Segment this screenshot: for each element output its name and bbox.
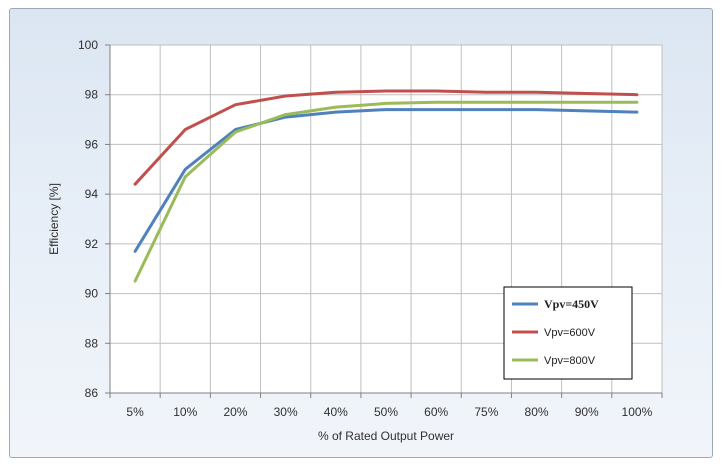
x-tick-label: 10% bbox=[173, 405, 197, 419]
y-tick-label: 92 bbox=[85, 237, 99, 251]
y-tick-label: 90 bbox=[85, 287, 99, 301]
x-tick-label: 20% bbox=[223, 405, 247, 419]
legend-label: Vpv=450V bbox=[544, 297, 599, 311]
y-axis-title: Efficiency [%] bbox=[47, 183, 61, 255]
x-tick-label: 40% bbox=[324, 405, 348, 419]
y-tick-labels: 86 88 90 92 94 96 98 100 bbox=[78, 38, 98, 400]
x-tick-label: 50% bbox=[374, 405, 398, 419]
x-tick-labels: 5% 10% 20% 30% 40% 50% 60% 75% 80% 90% 100% bbox=[126, 405, 652, 419]
y-tick-label: 100 bbox=[78, 38, 98, 52]
axes bbox=[105, 44, 663, 398]
legend-label: Vpv=800V bbox=[544, 355, 596, 367]
series-line-1 bbox=[133, 108, 639, 253]
y-tick-label: 96 bbox=[85, 137, 99, 151]
x-tick-label: 30% bbox=[274, 405, 298, 419]
y-tick-label: 88 bbox=[85, 336, 99, 350]
series-line-2 bbox=[133, 89, 639, 186]
x-tick-label: 80% bbox=[525, 405, 549, 419]
x-tick-label: 90% bbox=[575, 405, 599, 419]
x-tick-label: 100% bbox=[622, 405, 653, 419]
x-axis-title: % of Rated Output Power bbox=[318, 429, 454, 443]
y-tick-label: 86 bbox=[85, 386, 99, 400]
x-tick-label: 75% bbox=[474, 405, 498, 419]
legend-label: Vpv=600V bbox=[544, 327, 596, 339]
series-line-3 bbox=[133, 100, 639, 283]
x-tick-label: 5% bbox=[126, 405, 144, 419]
x-tick-label: 60% bbox=[424, 405, 448, 419]
y-tick-label: 94 bbox=[85, 187, 99, 201]
legend: Vpv=450V Vpv=600V Vpv=800V bbox=[503, 286, 633, 380]
y-tick-label: 98 bbox=[85, 88, 99, 102]
series-group bbox=[133, 89, 639, 283]
